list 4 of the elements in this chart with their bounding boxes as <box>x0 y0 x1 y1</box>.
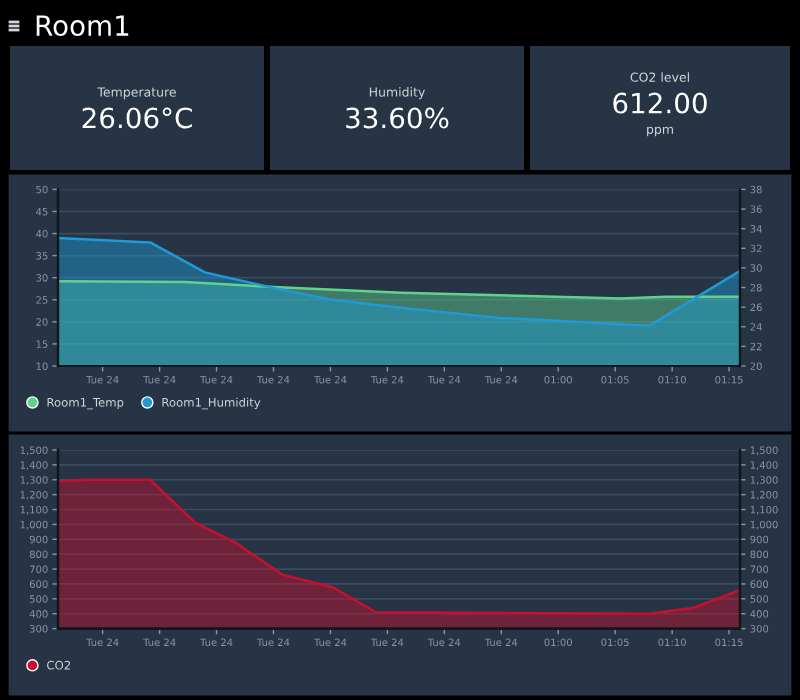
text: 612.00 <box>613 92 707 114</box>
text: 26.06°C <box>82 107 192 129</box>
text: Room1 <box>36 15 129 37</box>
text: 33.60% <box>346 107 449 129</box>
